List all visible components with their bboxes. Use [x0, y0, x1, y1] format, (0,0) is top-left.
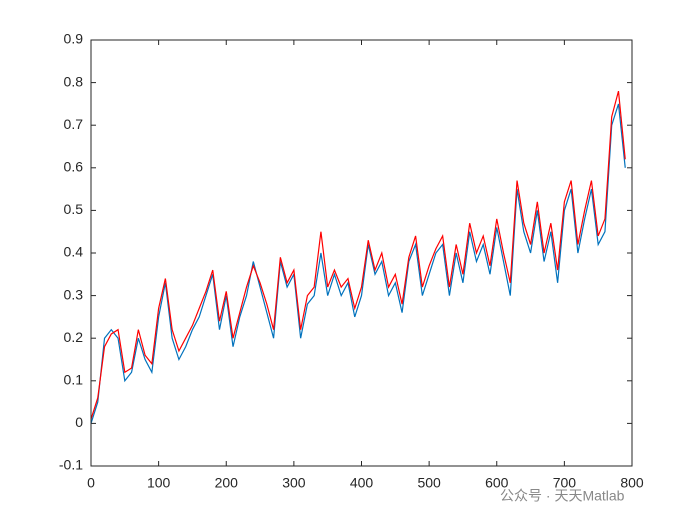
- y-tick-label: 0.5: [64, 201, 84, 217]
- y-tick-label: -0.1: [59, 457, 83, 473]
- y-tick-label: 0.9: [64, 31, 84, 47]
- y-tick-label: 0.2: [64, 329, 84, 345]
- x-tick-label: 100: [147, 475, 171, 491]
- x-tick-label: 500: [417, 475, 441, 491]
- x-tick-label: 400: [350, 475, 374, 491]
- y-tick-label: 0.8: [64, 73, 84, 89]
- y-tick-label: 0.4: [64, 244, 84, 260]
- series-line: [90, 90, 626, 420]
- watermark: 公众号 · 天天Matlab: [500, 488, 625, 504]
- plot-frame: [90, 39, 633, 467]
- x-tick-label: 600: [485, 475, 509, 491]
- x-tick-label: 800: [620, 475, 644, 491]
- x-tick-label: 700: [553, 475, 577, 491]
- y-tick-label: 0.1: [64, 372, 84, 388]
- y-tick-label: 0.6: [64, 159, 84, 175]
- x-tick-label: 0: [87, 475, 95, 491]
- y-tick-label: 0.3: [64, 286, 84, 302]
- series-line: [90, 103, 626, 424]
- x-tick-label: 200: [215, 475, 239, 491]
- y-tick-label: 0.7: [64, 116, 84, 132]
- x-tick-label: 300: [282, 475, 306, 491]
- y-tick-label: 0: [75, 414, 83, 430]
